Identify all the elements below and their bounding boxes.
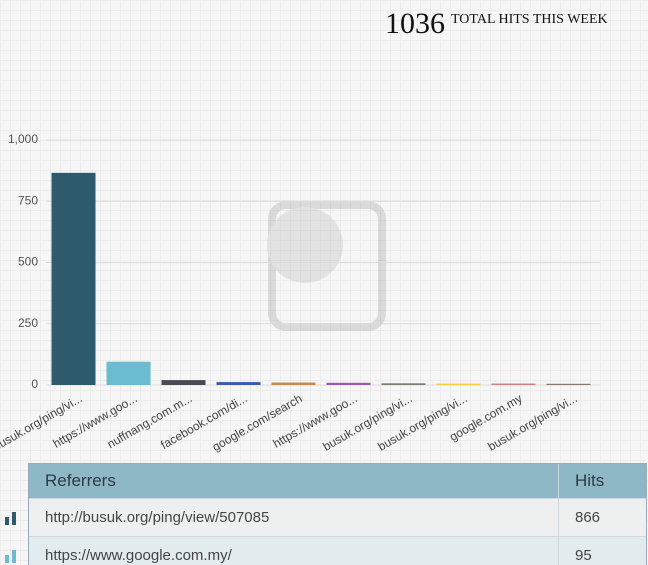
total-label: TOTAL HITS THIS WEEK — [451, 12, 608, 27]
column-header: Referrers — [29, 464, 559, 498]
bar — [436, 383, 481, 385]
bar — [271, 382, 316, 385]
referrer-cell: https://www.google.com.my/ — [29, 537, 559, 565]
bar — [381, 383, 426, 385]
watermark — [267, 201, 386, 331]
bar — [326, 382, 371, 385]
table-row[interactable]: https://www.google.com.my/ 95 — [29, 537, 646, 565]
x-tick-label: google.com/search — [210, 391, 305, 454]
referrer-cell: http://busuk.org/ping/view/507085 — [29, 499, 559, 536]
bar — [161, 380, 206, 385]
y-tick-label: 750 — [18, 193, 38, 207]
row-icon — [5, 512, 16, 525]
bar — [491, 383, 536, 385]
bar — [106, 361, 151, 385]
y-tick-label: 250 — [18, 316, 38, 330]
referrers-table: Referrers Hits http://busuk.org/ping/vie… — [28, 463, 647, 565]
total-hits: 1036 — [385, 7, 445, 40]
y-tick-label: 1,000 — [8, 132, 38, 146]
bar — [216, 382, 261, 385]
y-tick-label: 500 — [18, 255, 38, 269]
chart: 1036 TOTAL HITS THIS WEEK 0 250 500 750 1,00… — [0, 7, 608, 454]
x-tick-label: busuk.org/ping/vi... — [0, 391, 85, 453]
hits-cell: 866 — [575, 509, 601, 526]
row-icon — [5, 550, 16, 563]
column-header: Hits — [575, 471, 605, 490]
bar — [51, 172, 96, 385]
y-tick-label: 0 — [31, 377, 38, 391]
bar — [546, 383, 591, 385]
table-row[interactable]: http://busuk.org/ping/view/507085 866 — [29, 499, 646, 537]
hits-cell: 95 — [575, 547, 592, 564]
table-header: Referrers Hits — [29, 464, 646, 499]
